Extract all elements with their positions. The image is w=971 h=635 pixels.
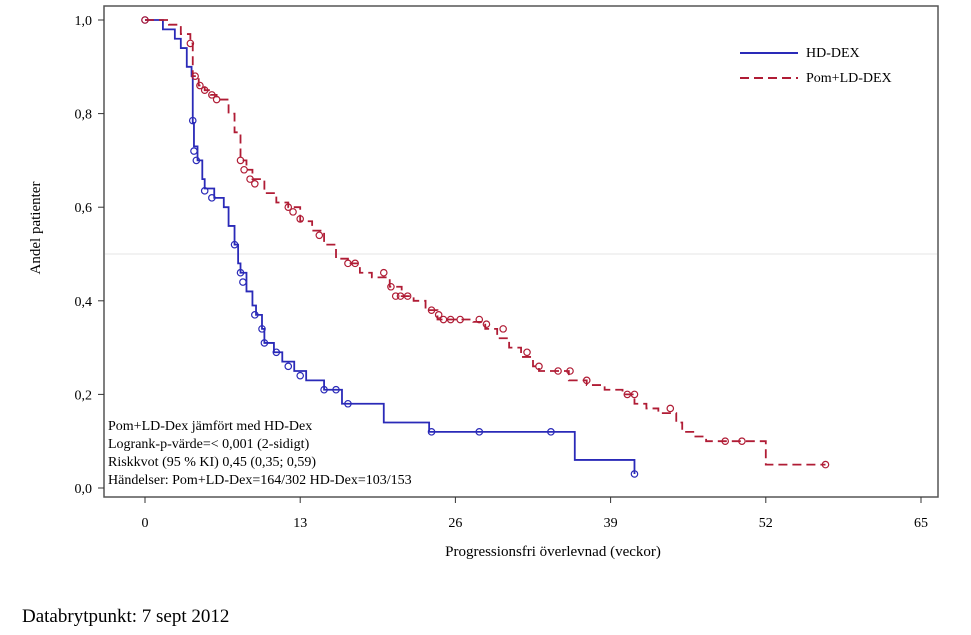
censor-mark [315,231,324,240]
censor-mark [246,175,254,183]
y-tick-label: 0,4 [75,295,93,310]
censor-mark [482,320,491,329]
censor-mark [141,16,149,24]
censor-mark [260,339,269,347]
y-axis-label: Andel patienter [28,182,44,275]
legend-label-pom-ld-dex: Pom+LD-DEX [806,71,892,86]
censor-mark [456,315,464,324]
footnote: Databrytpunkt: 7 sept 2012 [22,606,230,627]
censor-mark [284,362,293,371]
censor-mark [547,428,555,436]
censor-mark [344,259,352,268]
censor-mark [258,325,266,333]
x-tick-label: 26 [448,516,462,531]
censor-mark [296,215,305,223]
annotation-line: Händelser: Pom+LD-Dex=164/302 HD-Dex=103… [108,473,412,488]
legend-label-hd-dex: HD-DEX [806,46,860,61]
y-tick-label: 0,0 [75,482,93,497]
y-tick-label: 0,6 [75,201,93,216]
censor-mark [475,428,484,436]
censor-mark [212,95,221,104]
censor-mark [738,437,746,446]
x-tick-label: 65 [914,516,928,531]
annotation-line: Logrank-p-värde=< 0,001 (2-sidigt) [108,437,310,452]
y-tick-label: 0,2 [75,388,93,403]
censor-mark [396,292,405,300]
censor-mark [240,165,248,174]
censor-mark [192,156,201,165]
censor-mark [320,385,328,394]
censor-mark [379,268,388,277]
censor-mark [391,292,400,300]
censor-mark [190,147,198,155]
censor-mark [446,315,455,324]
censor-mark [251,180,259,188]
censor-mark [475,315,484,324]
censor-mark [251,311,259,319]
censor-mark [236,156,245,165]
censor-mark [289,208,297,216]
y-tick-label: 1,0 [75,14,93,29]
y-tick-label: 0,8 [75,108,93,123]
censor-mark [630,470,639,478]
stats-annotation: Pom+LD-Dex jämfört med HD-Dex Logrank-p-… [108,419,412,488]
censor-mark [623,390,632,399]
censor-mark [236,268,245,277]
censor-mark [208,194,216,202]
censor-mark [200,187,209,195]
censor-mark [523,348,531,357]
censor-mark [196,81,204,90]
censor-mark [188,116,197,125]
censor-mark [208,91,216,99]
censor-mark [535,362,543,371]
censor-mark [230,240,239,249]
annotation-line: Riskkvot (95 % KI) 0,45 (0,35; 0,59) [108,455,316,470]
censor-mark [284,203,293,212]
censor-mark [566,367,574,375]
censor-mark [191,72,199,80]
censor-mark [351,259,359,268]
censor-mark [272,348,281,357]
censor-mark [554,367,562,375]
km-curve-pom-ld-dex [145,19,826,466]
legend: HD-DEX Pom+LD-DEX [740,46,892,86]
censor-mark [387,282,395,291]
censor-mark [186,39,195,48]
censor-mark [721,437,730,446]
annotation-line: Pom+LD-Dex jämfört med HD-Dex [108,419,312,434]
x-tick-label: 52 [759,516,773,531]
censor-mark [239,278,247,286]
censor-mark [630,390,639,399]
km-chart: 0,0 0,2 0,4 0,6 0,8 1,0 0 13 26 39 52 65 Progressio… [28,5,939,560]
censor-mark [427,428,436,436]
censor-mark [821,460,830,469]
x-tick-label: 0 [142,516,149,531]
x-axis-label: Progressionsfri överlevnad (veckor) [445,544,661,560]
plot-frame [103,5,939,498]
censor-mark [332,385,340,394]
censor-mark [499,325,507,333]
censor-mark [434,311,443,319]
censor-mark [427,306,436,314]
censor-mark [200,86,209,95]
censor-mark [344,399,352,408]
censor-mark [403,292,412,300]
censor-mark [582,376,591,385]
x-tick-label: 13 [293,516,307,531]
censor-mark [296,371,305,380]
censor-mark [439,315,448,324]
x-tick-label: 39 [604,516,618,531]
censor-mark [666,404,675,413]
